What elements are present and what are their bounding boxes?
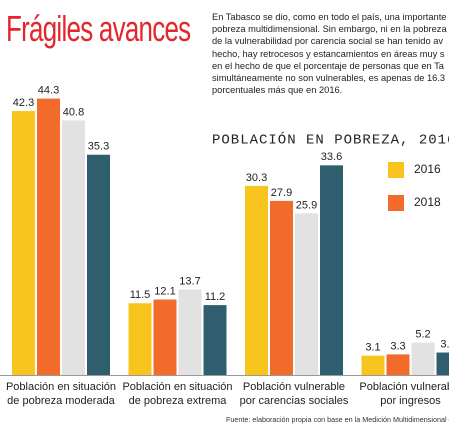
value-label: 3.3 (390, 340, 405, 352)
paragraph-line: pobreza multidimensional. Sin embargo, n… (212, 24, 447, 35)
bar (87, 154, 110, 375)
bar (361, 355, 385, 375)
value-label: 11.5 (130, 289, 151, 301)
legend-label: 2016 (414, 162, 441, 176)
chart-subtitle: POBLACIÓN EN POBREZA, 2016-20 (212, 131, 449, 149)
bar (245, 185, 268, 375)
paragraph: En Tabasco se dio, como en todo el país,… (212, 11, 447, 96)
legend-swatch (388, 195, 404, 211)
value-label: 25.9 (296, 199, 317, 211)
paragraph-line: en el hecho de que el porcentaje de pers… (212, 60, 444, 71)
paragraph-line: porcentuales más que en 2016. (212, 85, 343, 96)
bar (386, 354, 410, 375)
bar (295, 213, 318, 375)
bar (320, 165, 343, 375)
value-label: 11.2 (205, 291, 226, 303)
bar (203, 305, 227, 375)
paragraph-line: En Tabasco se dio, como en todo el país,… (212, 12, 447, 22)
legend-label: 2018 (414, 195, 441, 209)
bar (270, 200, 293, 375)
bar (12, 111, 35, 375)
value-label: 12.1 (154, 285, 175, 297)
paragraph-line: simultáneamente no son vulnerables, es a… (212, 73, 446, 84)
bar (128, 303, 152, 375)
paragraph-line: hecho, hay retrocesos y estancamientos e… (212, 48, 445, 59)
paragraph-line: de la vulnerabilidad por carencia social… (212, 36, 444, 47)
value-label: 27.9 (271, 187, 292, 199)
bar (37, 98, 60, 376)
value-label: 3.6 (440, 338, 449, 350)
category-label: Población en situación de pobreza modera… (5, 381, 117, 407)
category-label: Población vulnerable por ingresos (359, 381, 449, 407)
bar (153, 299, 177, 375)
value-label: 5.2 (415, 328, 430, 340)
bar (62, 120, 85, 376)
value-label: 40.8 (63, 106, 84, 118)
category-label: Población vulnerable por carencias socia… (239, 381, 349, 407)
title: Frágiles avances (6, 8, 191, 49)
value-label: 33.6 (321, 151, 342, 163)
legend-swatch (388, 162, 404, 178)
bar (411, 342, 435, 375)
value-label: 44.3 (38, 84, 59, 96)
value-label: 3.1 (365, 342, 380, 354)
value-label: 35.3 (88, 141, 109, 153)
source: Fuente: elaboración propia con base en l… (226, 415, 449, 424)
bar (178, 289, 202, 375)
bar (436, 352, 449, 375)
category-label: Población en situación de pobreza extrem… (122, 381, 233, 407)
value-label: 13.7 (179, 275, 200, 287)
value-label: 30.3 (246, 172, 267, 184)
value-label: 42.3 (13, 97, 34, 109)
